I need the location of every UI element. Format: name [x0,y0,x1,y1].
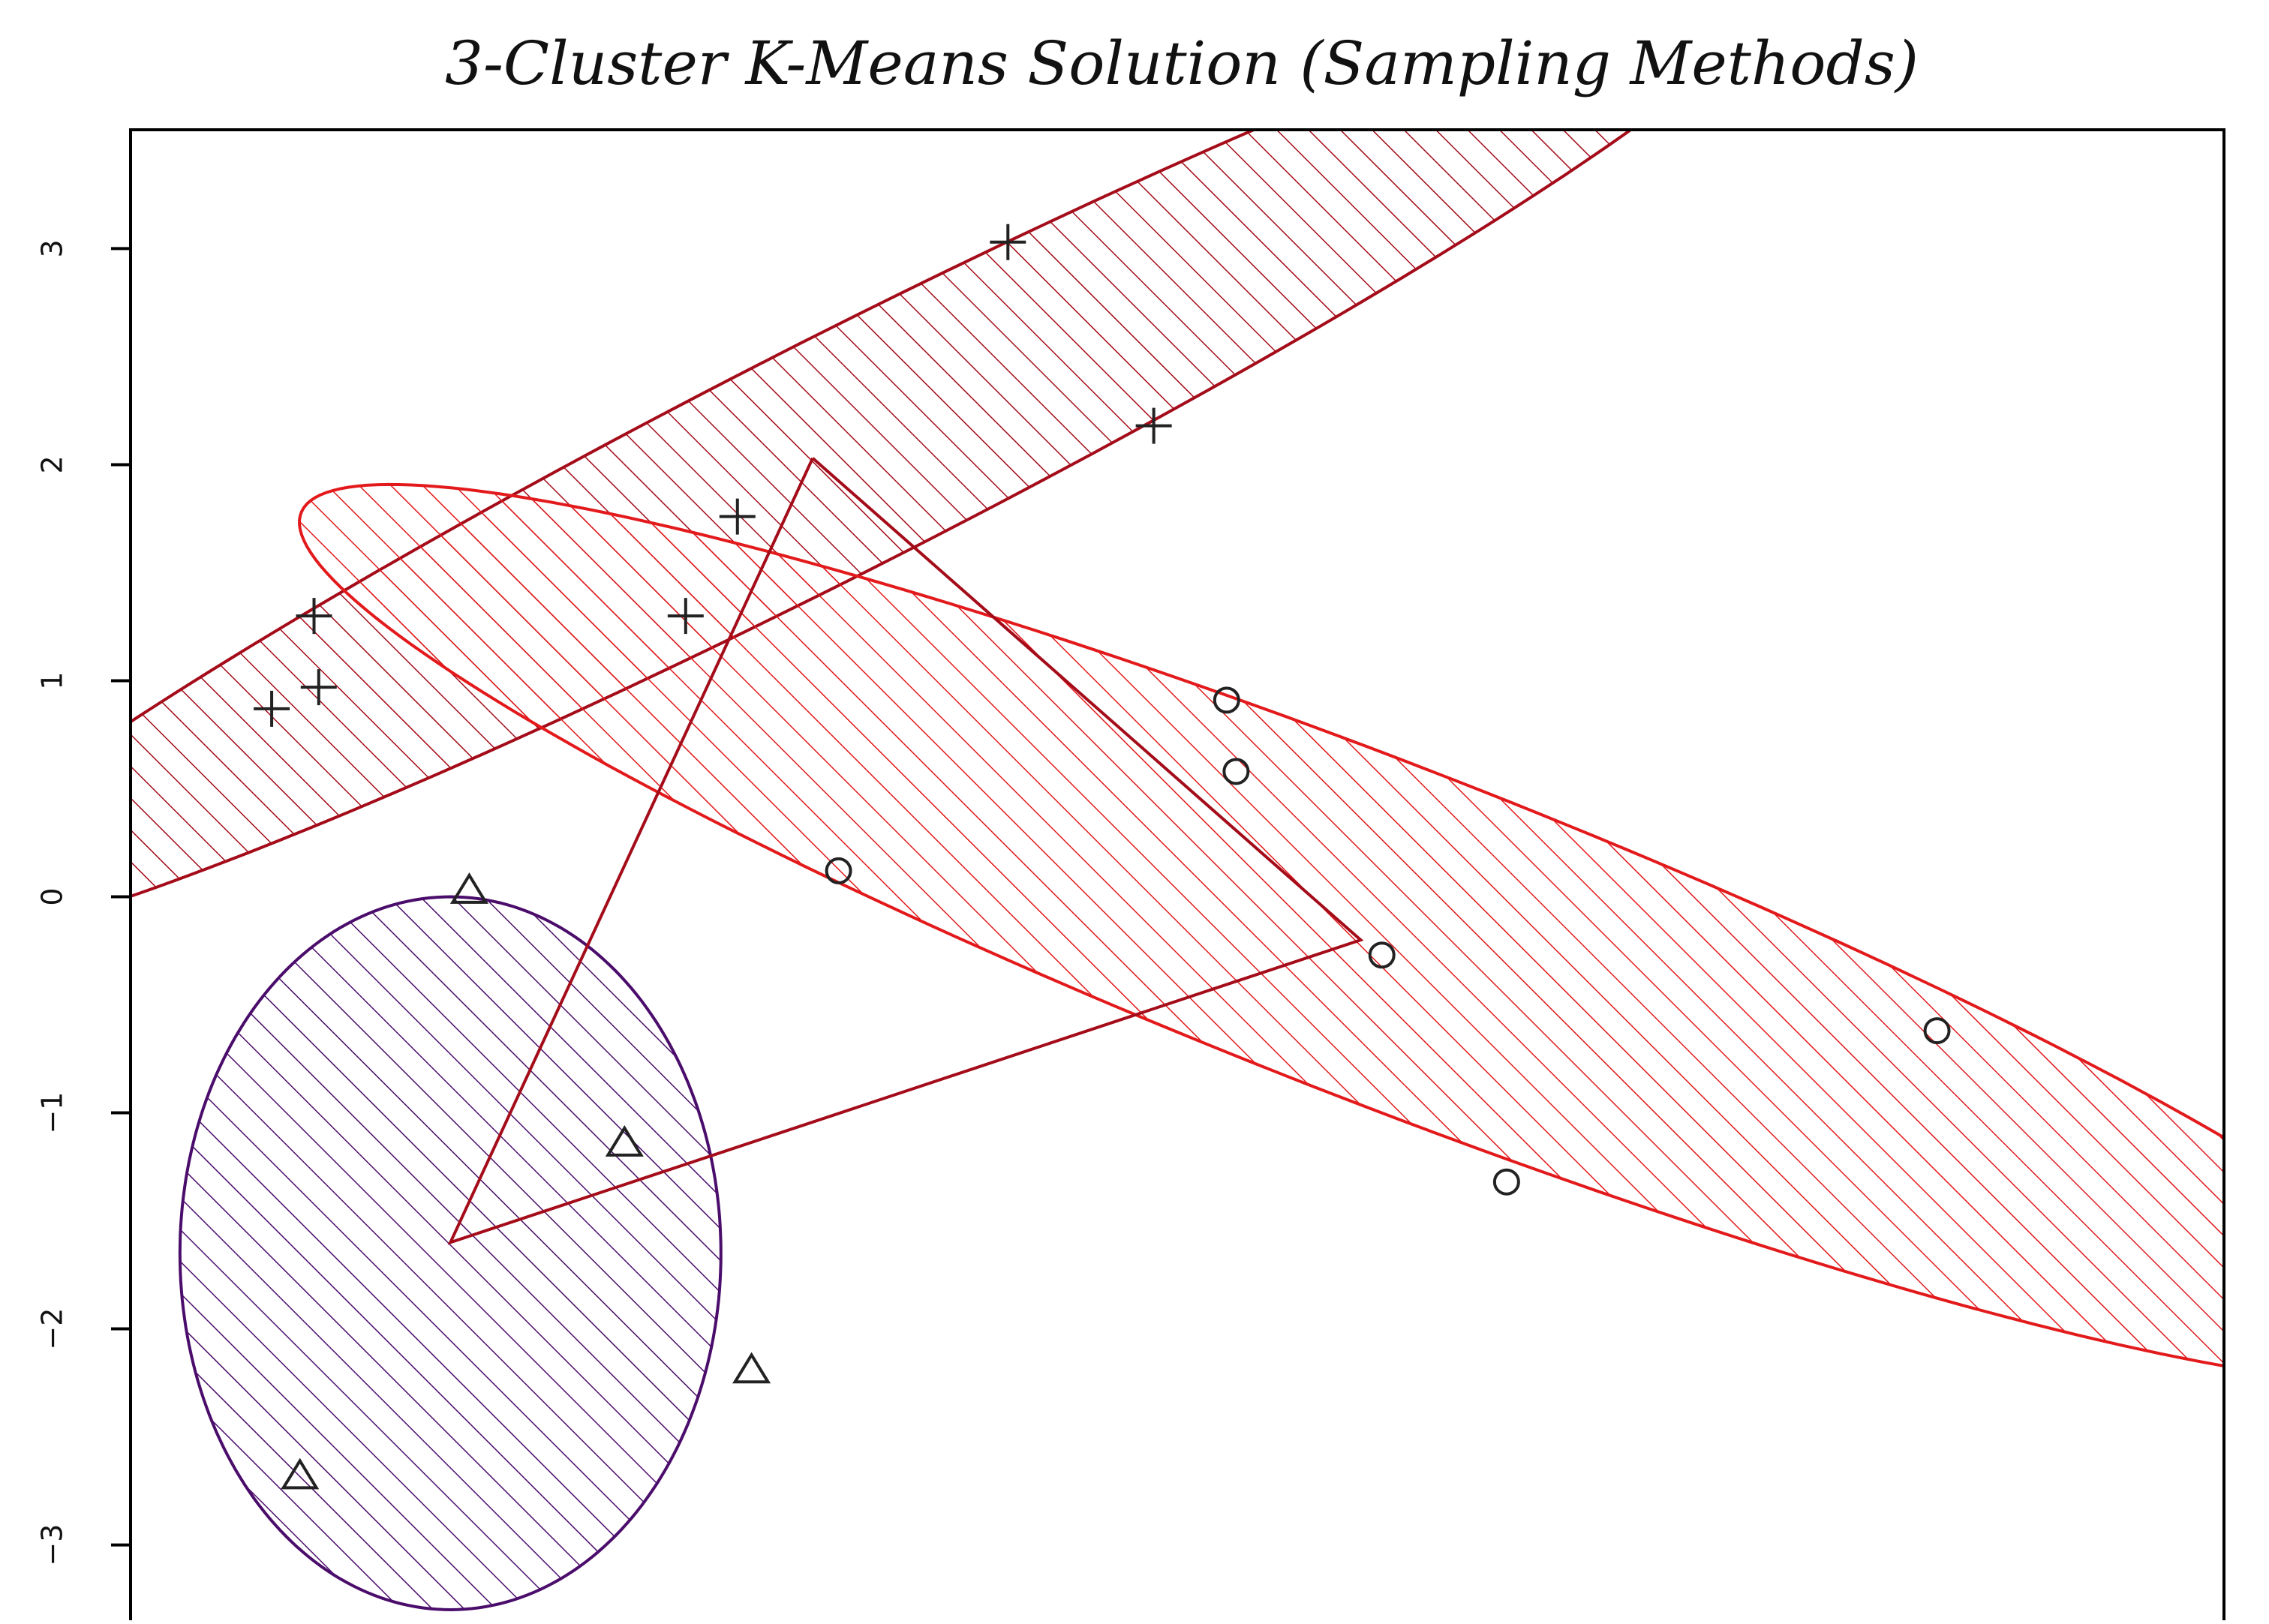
cluster-2-point-6 [1923,1017,1951,1045]
chart-title: 3-Cluster K-Means Solution (Sampling Met… [445,29,1919,98]
cluster-3-point-2 [449,872,488,904]
y-axis: −3 −2 −1 0 1 2 3 [36,239,131,1566]
cluster-2-point-5 [1492,1168,1520,1196]
y-tick-label-4: 1 [36,671,69,689]
y-tick-label-2: −1 [36,1092,69,1134]
cluster-2-point-2 [1213,686,1240,714]
cluster-1-point-5 [719,498,756,535]
cluster-3-point-3 [605,1125,644,1157]
centroid-connector-line [447,457,1364,1245]
cluster-2-point-4 [1368,941,1396,969]
cluster-3-point-4 [732,1352,771,1384]
cluster-1-point-1 [254,690,290,727]
cluster-1-point-6 [990,224,1026,260]
cluster-3-ellipse [178,895,723,1612]
y-tick-label-5: 2 [36,455,69,473]
y-tick-label-1: −2 [36,1308,69,1350]
cluster-1-point-7 [1135,407,1172,444]
cluster-3-point-1 [281,1457,320,1490]
cluster-2-point-3 [1222,758,1250,785]
cluster-1-point-3 [300,669,337,706]
cluster-1-point-4 [667,598,704,635]
y-tick-label-6: 3 [36,239,69,257]
y-tick-label-0: −3 [36,1524,69,1566]
cluster-1-point-2 [296,598,332,635]
cluster-2-ellipse [298,482,2224,1367]
y-tick-label-3: 0 [36,887,69,905]
cluster-2-point-1 [825,857,852,884]
